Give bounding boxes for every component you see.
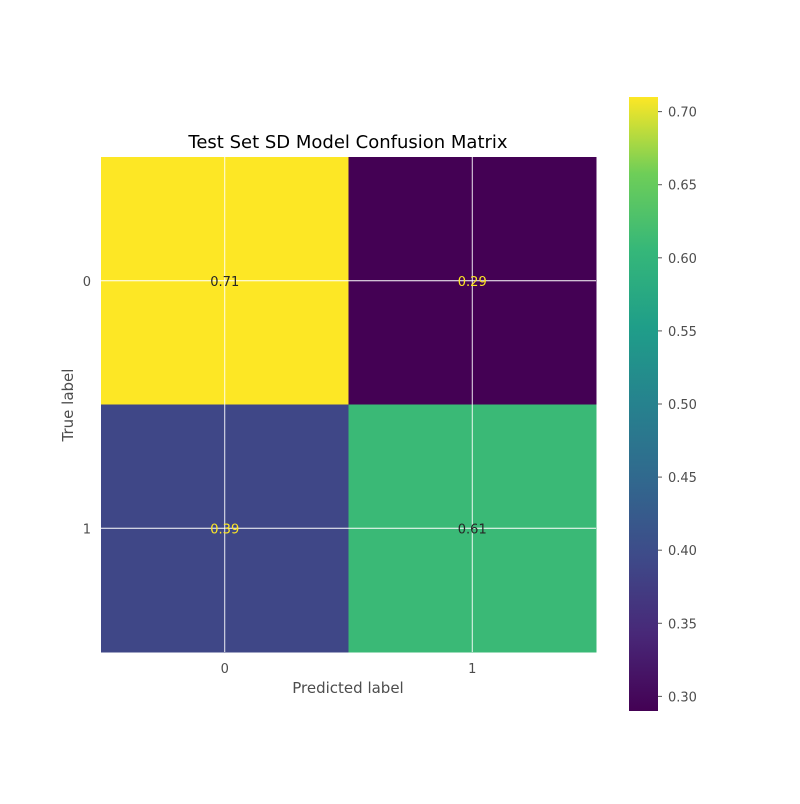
- x-axis-label: Predicted label: [292, 679, 403, 697]
- matrix-cells: [101, 157, 597, 653]
- chart-title: Test Set SD Model Confusion Matrix: [187, 132, 507, 153]
- cell-value-0-1: 0.29: [458, 275, 487, 290]
- cell-value-1-0: 0.39: [210, 522, 239, 537]
- colorbar-tick-label: 0.30: [668, 690, 697, 705]
- grid-lines: [101, 157, 596, 652]
- colorbar-tick-label: 0.35: [668, 617, 697, 632]
- x-tick-label: 1: [468, 662, 476, 677]
- y-axis-label: True label: [59, 369, 77, 443]
- cell-value-labels: 0.71 0.29 0.39 0.61: [210, 275, 486, 538]
- y-tick-label: 0: [83, 275, 91, 290]
- colorbar-tick-label: 0.70: [668, 106, 697, 121]
- colorbar-tick-label: 0.60: [668, 252, 697, 267]
- cell-value-1-1: 0.61: [458, 522, 487, 537]
- colorbar-ticks: 0.30 0.35 0.40 0.45 0.50 0.55 0.60 0.65 0.70: [658, 106, 697, 705]
- colorbar: [629, 97, 658, 711]
- colorbar-tick-label: 0.65: [668, 179, 697, 194]
- y-axis-ticks: 01: [83, 275, 91, 538]
- colorbar-tick-label: 0.40: [668, 544, 697, 559]
- colorbar-tick-label: 0.55: [668, 325, 697, 340]
- colorbar-tick-label: 0.45: [668, 471, 697, 486]
- colorbar-tick-label: 0.50: [668, 398, 697, 413]
- y-tick-label: 1: [83, 522, 91, 537]
- cell-value-0-0: 0.71: [210, 275, 239, 290]
- x-tick-label: 0: [221, 662, 229, 677]
